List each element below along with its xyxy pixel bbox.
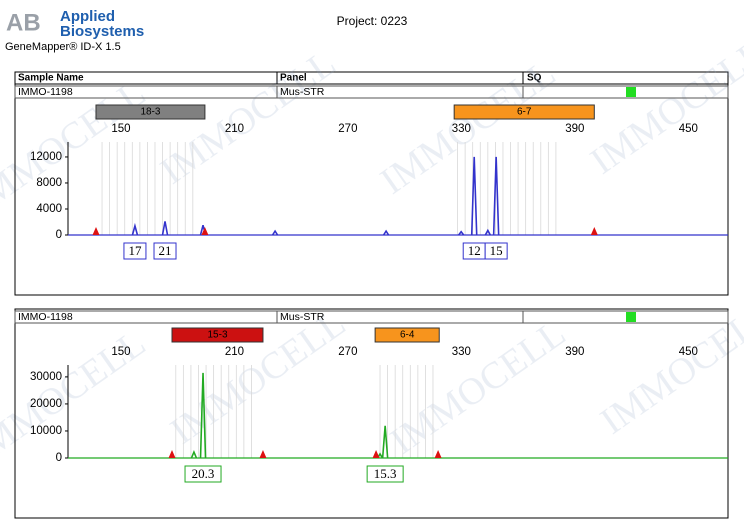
x-tick-label: 150 bbox=[111, 123, 130, 135]
x-tick-label: 270 bbox=[338, 123, 357, 135]
size-standard bbox=[590, 227, 598, 235]
allele-box bbox=[184, 465, 222, 483]
y-tick-label: 0 bbox=[56, 452, 62, 464]
x-tick-label: 210 bbox=[225, 346, 244, 358]
peak bbox=[199, 372, 207, 459]
marker-bar bbox=[374, 327, 440, 343]
peak bbox=[131, 222, 139, 236]
panel-box bbox=[14, 83, 729, 296]
y-tick-label: 0 bbox=[56, 229, 62, 241]
peak bbox=[484, 228, 492, 236]
y-tick-label: 4000 bbox=[36, 203, 62, 215]
allele-box bbox=[484, 242, 508, 260]
size-standard bbox=[372, 450, 380, 458]
logo: AB bbox=[6, 9, 41, 36]
software: GeneMapper® ID-X 1.5 bbox=[5, 41, 121, 53]
y-tick-label: 20000 bbox=[30, 398, 62, 410]
x-tick-label: 210 bbox=[225, 123, 244, 135]
peak bbox=[271, 229, 279, 236]
size-standard bbox=[201, 227, 209, 235]
allele-label: 15 bbox=[490, 243, 503, 258]
x-tick-label: 450 bbox=[679, 123, 698, 135]
panel-name: Mus-STR bbox=[280, 86, 325, 98]
col-header: Panel bbox=[280, 73, 307, 84]
peak bbox=[382, 229, 390, 236]
allele-box bbox=[366, 465, 404, 483]
size-standard bbox=[168, 450, 176, 458]
allele-label: 21 bbox=[159, 243, 172, 258]
x-tick-label: 390 bbox=[565, 346, 584, 358]
brand-2: Biosystems bbox=[60, 23, 144, 40]
col-header: SQ bbox=[527, 73, 542, 84]
sq-flag bbox=[626, 87, 636, 97]
marker-name: 6-4 bbox=[400, 330, 415, 341]
sample-name: IMMO-1198 bbox=[18, 311, 73, 323]
allele-box bbox=[153, 242, 177, 260]
allele-label: 20.3 bbox=[192, 466, 215, 481]
brand-1: Applied bbox=[60, 8, 115, 25]
sample-row bbox=[14, 85, 729, 99]
project: Project: 0223 bbox=[337, 14, 408, 28]
sample-name: IMMO-1198 bbox=[18, 86, 73, 98]
marker-name: 18-3 bbox=[140, 107, 160, 118]
allele-label: 15.3 bbox=[374, 466, 397, 481]
x-tick-label: 150 bbox=[111, 346, 130, 358]
peak bbox=[190, 449, 198, 459]
size-standard bbox=[92, 227, 100, 235]
x-tick-label: 450 bbox=[679, 346, 698, 358]
x-tick-label: 330 bbox=[452, 123, 471, 135]
marker-name: 15-3 bbox=[207, 330, 227, 341]
peak bbox=[458, 230, 465, 236]
marker-bar bbox=[95, 104, 206, 120]
peak bbox=[492, 156, 500, 236]
size-standard bbox=[434, 450, 442, 458]
sample-row bbox=[14, 310, 729, 324]
y-tick-label: 30000 bbox=[30, 371, 62, 383]
x-tick-label: 330 bbox=[452, 346, 471, 358]
marker-name: 6-7 bbox=[517, 107, 532, 118]
x-tick-label: 270 bbox=[338, 346, 357, 358]
allele-label: 12 bbox=[468, 243, 481, 258]
x-tick-label: 390 bbox=[565, 123, 584, 135]
y-tick-label: 12000 bbox=[30, 151, 62, 163]
marker-bar bbox=[453, 104, 595, 120]
size-standard bbox=[259, 450, 267, 458]
allele-label: 17 bbox=[128, 243, 142, 258]
y-tick-label: 8000 bbox=[36, 177, 62, 189]
panel-box bbox=[14, 308, 729, 519]
y-tick-label: 10000 bbox=[30, 425, 62, 437]
peak bbox=[470, 156, 478, 236]
peak bbox=[381, 425, 389, 459]
col-header: Sample Name bbox=[18, 73, 84, 84]
marker-bar bbox=[171, 327, 264, 343]
sq-flag bbox=[626, 312, 636, 322]
allele-box bbox=[123, 242, 147, 260]
panel-name: Mus-STR bbox=[280, 311, 325, 323]
peak bbox=[161, 221, 169, 236]
